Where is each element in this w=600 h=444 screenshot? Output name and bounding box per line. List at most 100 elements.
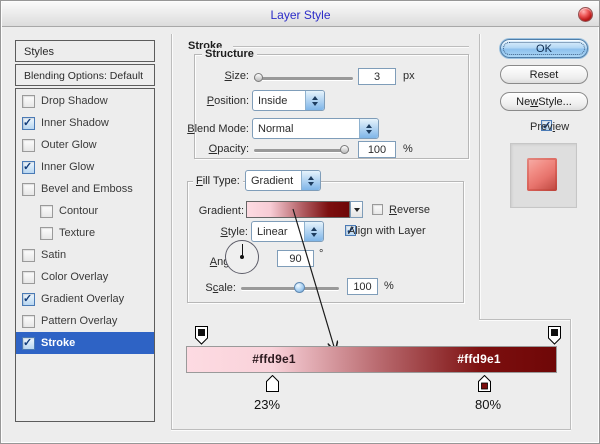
stepper-icon[interactable] xyxy=(304,222,323,241)
divider xyxy=(570,319,571,429)
gradient-label: Gradient: xyxy=(198,205,244,217)
reverse-label: Reverse xyxy=(389,204,430,216)
angle-input[interactable]: 90 xyxy=(277,250,314,267)
sidebar-item-pattern-overlay[interactable]: Pattern Overlay xyxy=(16,310,154,332)
sidebar-item-contour[interactable]: Contour xyxy=(16,200,154,222)
sidebar-item-label: Gradient Overlay xyxy=(41,293,125,305)
sidebar-item-label: Outer Glow xyxy=(41,139,97,151)
opacity-slider[interactable] xyxy=(254,149,349,152)
sidebar-item-texture[interactable]: Texture xyxy=(16,222,154,244)
fill-type-select[interactable]: Gradient xyxy=(245,170,321,191)
size-slider-thumb[interactable] xyxy=(254,73,263,82)
sidebar-item-color-overlay[interactable]: Color Overlay xyxy=(16,266,154,288)
sidebar-item-label: Color Overlay xyxy=(41,271,109,283)
sidebar-item-drop-shadow[interactable]: Drop Shadow xyxy=(16,90,154,112)
new-style-button[interactable]: Ne w Style... xyxy=(500,92,588,111)
opacity-slider-thumb[interactable] xyxy=(340,145,349,154)
align-with-layer-checkbox[interactable] xyxy=(345,224,357,237)
annotated-gradient-bar[interactable] xyxy=(186,346,557,373)
size-input[interactable]: 3 xyxy=(358,68,396,85)
structure-legend: Structure xyxy=(202,48,257,60)
opacity-unit: % xyxy=(403,143,413,155)
sidebar-item-label: Texture xyxy=(59,227,96,239)
align-with-layer-label: Align with Layer xyxy=(348,225,426,237)
angle-needle-icon xyxy=(242,244,243,258)
stepper-icon[interactable] xyxy=(305,91,324,110)
angle-unit: ° xyxy=(319,248,324,260)
style-value: Linear xyxy=(257,225,288,238)
sidebar-item-stroke[interactable]: Stroke xyxy=(16,332,154,354)
style-select[interactable]: Linear xyxy=(251,221,324,242)
scale-slider[interactable] xyxy=(241,287,339,290)
checkbox[interactable] xyxy=(22,248,35,262)
structure-group xyxy=(194,54,469,159)
sidebar-item-bevel-and-emboss[interactable]: Bevel and Emboss xyxy=(16,178,154,200)
title-bar[interactable]: Layer Style xyxy=(2,2,599,27)
color-stop-right-icon[interactable] xyxy=(478,375,491,392)
sidebar-item-gradient-overlay[interactable]: Gradient Overlay xyxy=(16,288,154,310)
preview-label: Preview xyxy=(530,121,570,133)
stepper-icon[interactable] xyxy=(359,119,378,138)
close-icon[interactable] xyxy=(578,7,593,22)
gradient-dropdown-button[interactable] xyxy=(350,201,363,218)
position-select[interactable]: Inside xyxy=(252,90,325,111)
opacity-stop-icon[interactable] xyxy=(195,326,208,345)
size-slider[interactable] xyxy=(254,77,353,80)
chevron-down-icon xyxy=(353,207,360,212)
fill-type-label: Fill Type: xyxy=(193,175,243,187)
checkbox[interactable] xyxy=(22,314,35,328)
scale-slider-thumb[interactable] xyxy=(294,282,305,293)
sidebar-item-label: Bevel and Emboss xyxy=(41,183,133,195)
ok-button[interactable]: OK xyxy=(500,39,588,58)
checkbox[interactable] xyxy=(22,138,35,152)
size-label: Size: xyxy=(224,70,249,82)
sidebar-list: Drop Shadow Inner Shadow Outer Glow Inner G… xyxy=(15,88,155,422)
checkbox[interactable] xyxy=(22,160,35,174)
stepper-icon[interactable] xyxy=(301,171,320,190)
reverse-checkbox[interactable] xyxy=(372,204,383,215)
checkbox[interactable] xyxy=(22,182,35,196)
checkbox[interactable] xyxy=(22,292,35,306)
checkbox[interactable] xyxy=(40,226,53,240)
opacity-input[interactable]: 100 xyxy=(358,141,396,158)
divider xyxy=(171,429,571,430)
angle-dial[interactable] xyxy=(225,240,259,274)
preview-checkbox[interactable] xyxy=(541,119,553,132)
sidebar-item-inner-glow[interactable]: Inner Glow xyxy=(16,156,154,178)
position-label: Position: xyxy=(206,95,249,107)
color-stop-left-icon[interactable] xyxy=(266,375,279,392)
left-stop-percent-label: 23% xyxy=(253,397,281,412)
checkbox[interactable] xyxy=(22,336,35,350)
reset-button[interactable]: Reset xyxy=(500,65,588,84)
right-stop-percent-label: 80% xyxy=(474,397,502,412)
sidebar-item-label: Satin xyxy=(41,249,67,261)
angle-center-dot-icon xyxy=(240,255,244,259)
blend-mode-value: Normal xyxy=(258,122,294,135)
divider xyxy=(479,319,570,320)
sidebar-item-outer-glow[interactable]: Outer Glow xyxy=(16,134,154,156)
checkbox[interactable] xyxy=(22,116,35,130)
opacity-label: Opacity: xyxy=(208,143,249,155)
scale-input[interactable]: 100 xyxy=(347,278,378,295)
gradient-swatch[interactable] xyxy=(246,201,350,218)
sidebar-item-label: Contour xyxy=(59,205,99,217)
gradient-right-hex-label: #ffd9e1 xyxy=(457,352,501,366)
sidebar-item-label: Stroke xyxy=(41,337,76,349)
checkbox[interactable] xyxy=(40,204,53,218)
divider xyxy=(233,46,469,47)
blend-mode-select[interactable]: Normal xyxy=(252,118,379,139)
scale-unit: % xyxy=(384,280,394,292)
sidebar-item-satin[interactable]: Satin xyxy=(16,244,154,266)
sidebar-item-inner-shadow[interactable]: Inner Shadow xyxy=(16,112,154,134)
sidebar-item-label: Inner Glow xyxy=(41,161,95,173)
checkbox[interactable] xyxy=(22,94,35,108)
opacity-stop-icon[interactable] xyxy=(548,326,561,345)
styles-header: Styles xyxy=(15,40,155,62)
sidebar-item-blending-options[interactable]: Blending Options: Default xyxy=(15,64,155,86)
checkbox[interactable] xyxy=(22,270,35,284)
size-unit: px xyxy=(403,70,415,82)
sidebar-item-label: Pattern Overlay xyxy=(41,315,118,327)
sidebar-item-label: Drop Shadow xyxy=(41,95,108,107)
gradient-left-hex-label: #ffd9e1 xyxy=(252,352,296,366)
